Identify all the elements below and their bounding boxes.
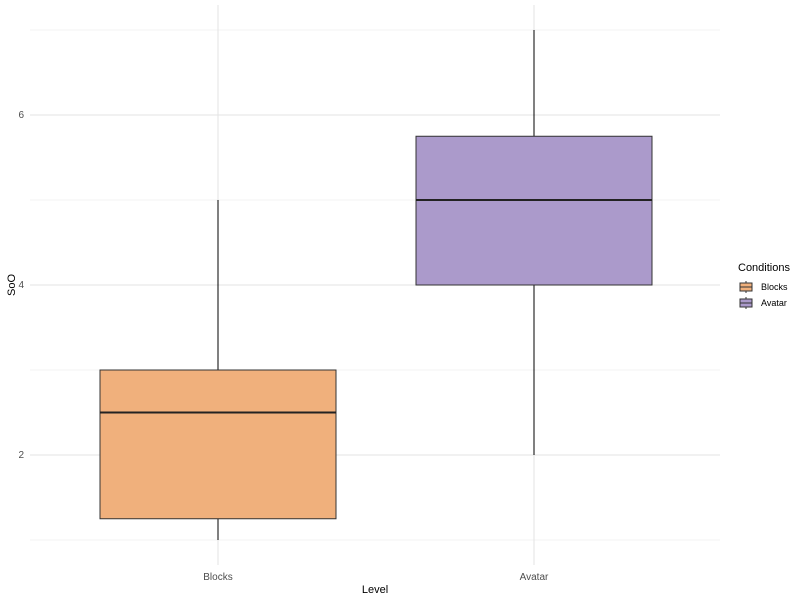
legend-item-avatar: Avatar — [739, 297, 787, 309]
box-body — [415, 135, 653, 286]
legend-item-blocks: Blocks — [739, 281, 788, 293]
box-body — [99, 369, 337, 520]
x-tick-label: Blocks — [203, 572, 232, 583]
box-blocks — [99, 200, 337, 540]
box-avatar — [415, 30, 653, 455]
y-tick-label: 6 — [18, 110, 24, 121]
legend-label: Blocks — [761, 282, 788, 292]
x-axis-title: Level — [362, 584, 388, 596]
x-tick-label: Avatar — [520, 572, 549, 583]
y-axis-title: SoO — [6, 274, 18, 296]
legend-label: Avatar — [761, 298, 787, 308]
y-tick-label: 2 — [18, 450, 24, 461]
legend-title: Conditions — [738, 262, 790, 274]
boxes — [99, 30, 653, 540]
y-tick-label: 4 — [18, 280, 24, 291]
tick-labels: 2 4 6 Blocks Avatar — [18, 110, 549, 583]
legend: Conditions Blocks Avatar — [738, 262, 790, 309]
